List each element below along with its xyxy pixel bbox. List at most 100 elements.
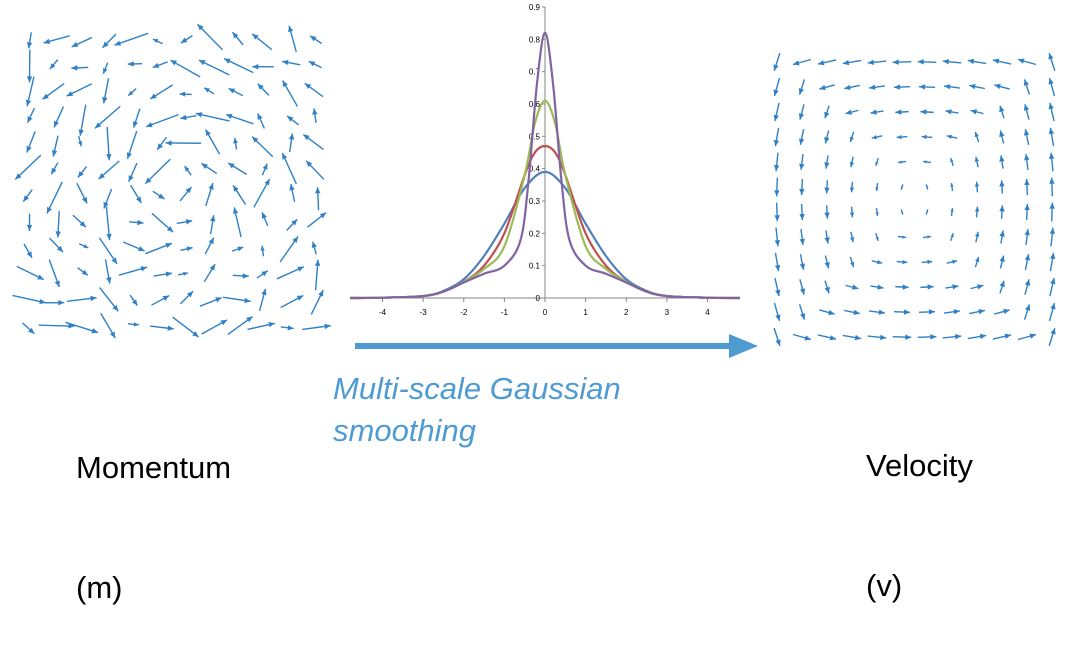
vector-arrow <box>943 334 962 339</box>
vector-arrow <box>993 334 1011 339</box>
vector-arrow <box>901 184 903 189</box>
vector-arrow <box>844 310 860 315</box>
velocity-vector-field <box>755 40 1075 360</box>
vector-arrow <box>1049 203 1054 222</box>
y-tick-label: 0.8 <box>529 35 541 44</box>
vector-arrow <box>200 297 222 306</box>
vector-arrow <box>196 112 230 121</box>
vector-arrow <box>850 257 854 267</box>
vector-arrow <box>850 157 854 167</box>
vector-arrow <box>287 219 298 230</box>
x-tick-label: 0 <box>543 308 548 317</box>
vector-arrow <box>27 32 32 48</box>
vector-arrow <box>130 295 137 305</box>
vector-arrow <box>252 137 273 157</box>
vector-arrow <box>1024 104 1029 119</box>
vector-arrow <box>102 78 108 103</box>
vector-arrow <box>100 287 119 311</box>
vector-arrow <box>315 260 320 290</box>
vector-arrow <box>945 284 958 289</box>
vector-arrow <box>825 281 830 294</box>
vector-arrow <box>199 60 229 75</box>
vector-arrow <box>971 109 984 114</box>
vector-arrow <box>228 163 246 174</box>
vector-arrow <box>78 167 87 178</box>
vector-arrow <box>127 131 137 159</box>
vector-arrow <box>1049 303 1055 321</box>
vector-arrow <box>926 184 928 189</box>
vector-arrow <box>1050 278 1055 296</box>
vector-arrow <box>252 64 274 69</box>
vector-arrow <box>128 322 139 326</box>
vector-arrow <box>71 65 88 70</box>
vector-arrow <box>197 24 222 50</box>
vector-arrow <box>1025 254 1030 270</box>
vector-arrow <box>824 205 829 218</box>
vector-arrow <box>204 264 215 282</box>
x-tick-label: -2 <box>460 308 468 317</box>
vector-arrow <box>1025 229 1030 245</box>
vector-arrow <box>868 60 887 65</box>
vector-arrow <box>870 109 883 114</box>
vector-arrow <box>819 85 834 90</box>
vector-arrow <box>181 36 193 43</box>
vector-arrow <box>206 130 220 155</box>
vector-arrow <box>893 59 912 64</box>
vector-arrow <box>999 205 1004 218</box>
vector-arrow <box>897 135 908 139</box>
vector-arrow <box>850 207 854 218</box>
x-tick-label: -3 <box>420 308 428 317</box>
vector-arrow <box>1000 281 1005 294</box>
vector-arrow <box>994 309 1009 314</box>
vector-arrow <box>819 310 834 315</box>
vector-arrow <box>1049 103 1054 121</box>
vector-arrow <box>875 158 878 166</box>
vector-arrow <box>101 313 116 338</box>
vector-arrow <box>1024 154 1029 170</box>
vector-arrow <box>825 256 830 269</box>
vector-arrow <box>105 259 111 283</box>
vector-arrow <box>133 109 140 128</box>
vector-arrow <box>52 136 58 157</box>
vector-arrow <box>919 309 935 314</box>
vector-arrow <box>177 219 192 224</box>
vector-arrow <box>775 278 780 296</box>
vector-arrow <box>800 229 805 245</box>
vector-arrow <box>774 303 780 321</box>
vector-arrow <box>166 140 201 145</box>
velocity-label-line2: (v) <box>866 566 973 606</box>
vector-arrow <box>129 163 137 182</box>
vector-arrow <box>969 309 985 314</box>
vector-arrow <box>257 271 268 278</box>
vector-arrow <box>894 84 910 89</box>
vector-arrow <box>775 228 780 247</box>
vector-arrow <box>288 26 296 52</box>
vector-arrow <box>180 246 192 251</box>
vector-arrow <box>79 244 88 248</box>
vector-arrow <box>67 296 96 302</box>
vector-arrow <box>894 309 910 314</box>
vector-arrow <box>45 300 64 305</box>
vector-arrow <box>774 203 779 222</box>
vector-arrow <box>154 271 173 276</box>
vector-arrow <box>1048 53 1054 71</box>
vector-arrow <box>897 260 908 264</box>
vector-arrow <box>47 182 62 214</box>
vector-arrow <box>895 109 908 114</box>
vector-arrow <box>922 135 933 139</box>
vector-arrow <box>975 232 979 242</box>
vector-arrow <box>850 182 854 193</box>
vector-arrow <box>872 260 882 264</box>
smoothing-arrow <box>355 330 760 364</box>
vector-arrow <box>774 103 779 121</box>
vector-arrow <box>975 132 979 142</box>
vector-arrow <box>920 284 933 289</box>
vector-arrow <box>309 61 322 67</box>
vector-arrow <box>252 34 272 50</box>
vector-arrow <box>262 164 267 175</box>
vector-arrow <box>1050 228 1055 247</box>
vector-arrow <box>850 132 854 142</box>
vector-arrow <box>206 183 214 206</box>
momentum-vector-field <box>8 18 340 350</box>
vector-arrow <box>1000 256 1005 269</box>
